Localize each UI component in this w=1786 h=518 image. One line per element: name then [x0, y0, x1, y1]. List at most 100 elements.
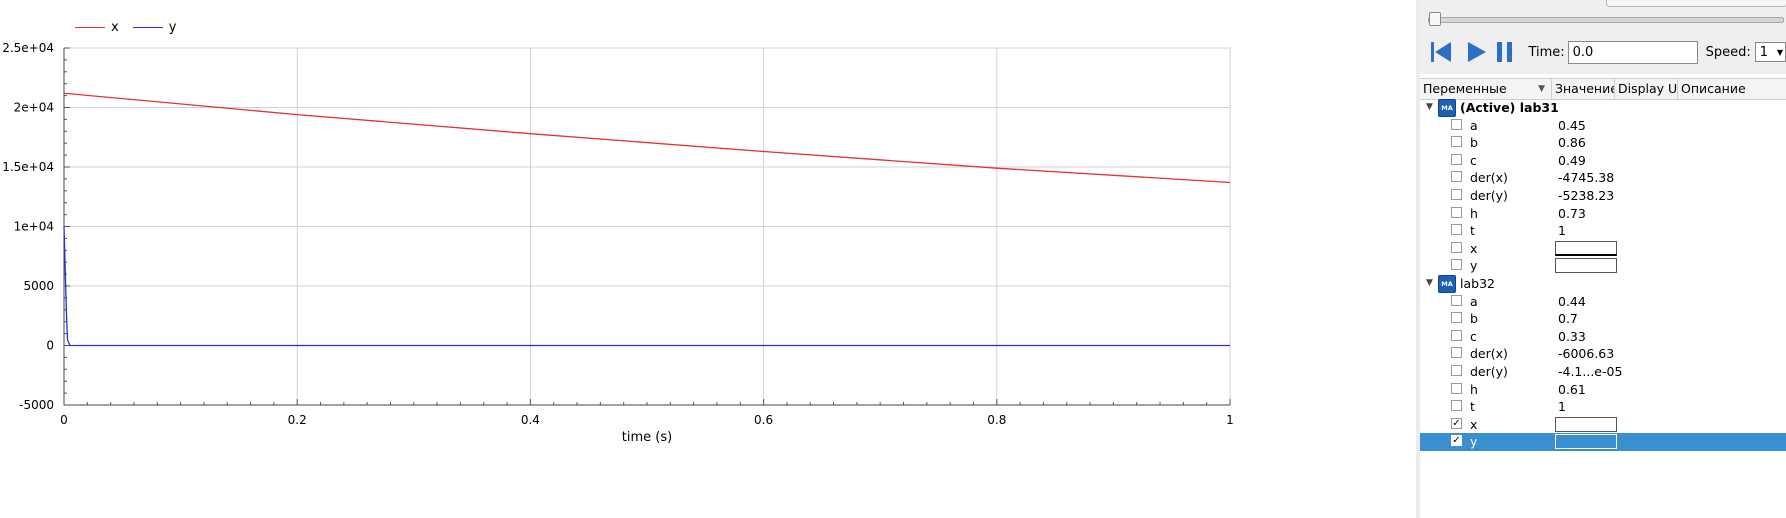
variable-value[interactable]: 1 — [1558, 223, 1566, 239]
series-line-y — [63, 226, 1230, 347]
header-variables-label: Переменные — [1423, 81, 1507, 96]
value-field[interactable] — [1555, 434, 1617, 450]
header-display-unit[interactable]: Display Un — [1615, 79, 1678, 99]
value-field[interactable] — [1555, 258, 1617, 274]
variable-value[interactable]: 0.49 — [1558, 152, 1586, 168]
legend-item-x[interactable]: x — [75, 20, 119, 35]
model-row-0[interactable]: ▼ MA (Active) lab31 — [1420, 99, 1786, 117]
speed-combobox[interactable]: 1 ▼ — [1754, 42, 1786, 62]
x-tick-label: 0.2 — [288, 413, 307, 427]
variable-name: b — [1470, 311, 1478, 327]
variable-name: y — [1470, 434, 1478, 450]
variable-value[interactable]: 0.7 — [1558, 311, 1578, 327]
plot-checkbox[interactable] — [1451, 153, 1462, 165]
plot-checkbox[interactable] — [1451, 188, 1462, 200]
variable-row[interactable]: h 0.73 — [1420, 205, 1786, 223]
variable-row[interactable]: der(y) -5238.23 — [1420, 187, 1786, 205]
variable-name: c — [1470, 152, 1477, 168]
variable-value[interactable]: 0.45 — [1558, 117, 1586, 133]
plot-checkbox[interactable] — [1451, 294, 1462, 306]
variable-value[interactable]: 0.73 — [1558, 205, 1586, 221]
variable-row[interactable]: a 0.45 — [1420, 117, 1786, 135]
rewind-button[interactable] — [1428, 37, 1455, 67]
chevron-down-icon: ▼ — [1776, 47, 1784, 57]
variable-row[interactable]: h 0.61 — [1420, 381, 1786, 399]
variable-value[interactable]: 0.61 — [1558, 381, 1586, 397]
plot-checkbox[interactable] — [1451, 171, 1462, 183]
variable-name: der(y) — [1470, 363, 1508, 379]
plot-checkbox[interactable] — [1451, 400, 1462, 412]
variable-name: h — [1470, 205, 1478, 221]
variable-row[interactable]: c 0.33 — [1420, 328, 1786, 346]
y-tick-label: 2e+04 — [14, 101, 54, 115]
variable-value[interactable]: 0.86 — [1558, 135, 1586, 151]
variable-row[interactable]: a 0.44 — [1420, 293, 1786, 311]
legend-label-x: x — [111, 20, 119, 35]
plot-checkbox[interactable]: ✓ — [1451, 435, 1462, 447]
variable-row[interactable]: der(x) -4745.38 — [1420, 169, 1786, 187]
plot-checkbox[interactable] — [1451, 382, 1462, 394]
plot-checkbox[interactable]: ✓ — [1451, 417, 1462, 429]
variables-pane: Time: Speed: 1 ▼ Переменные ▼ Значение D… — [1420, 0, 1786, 518]
y-tick-label: 5000 — [23, 279, 54, 293]
expand-arrow-icon[interactable]: ▼ — [1426, 277, 1433, 288]
play-icon — [1468, 42, 1487, 62]
variable-row[interactable]: b 0.7 — [1420, 310, 1786, 328]
legend-swatch-y — [132, 27, 163, 28]
pause-button[interactable] — [1492, 37, 1519, 67]
variable-row[interactable]: c 0.49 — [1420, 152, 1786, 170]
value-field[interactable] — [1555, 416, 1617, 432]
plot-pane[interactable]: x y 2.5e+04 2e+04 1.5e+04 1e+04 5000 0 -5000 0 0… — [0, 0, 1417, 518]
model-row-1[interactable]: ▼ MA lab32 — [1420, 274, 1786, 293]
variable-row[interactable]: y — [1420, 257, 1786, 275]
variable-row[interactable]: b 0.86 — [1420, 134, 1786, 152]
variable-name: x — [1470, 416, 1478, 432]
variable-value[interactable]: -5238.23 — [1558, 187, 1615, 203]
header-variables[interactable]: Переменные ▼ — [1420, 79, 1552, 99]
value-field[interactable] — [1555, 240, 1617, 256]
time-label: Time: — [1528, 44, 1565, 60]
plot-checkbox[interactable] — [1451, 364, 1462, 376]
play-button[interactable] — [1463, 37, 1490, 67]
time-slider-handle[interactable] — [1429, 12, 1441, 26]
variable-value[interactable]: 0.44 — [1558, 293, 1586, 309]
header-description[interactable]: Описание — [1678, 79, 1786, 99]
speed-value: 1 — [1759, 44, 1769, 60]
plot-checkbox[interactable] — [1451, 347, 1462, 359]
plot-canvas[interactable]: 2.5e+04 2e+04 1.5e+04 1e+04 5000 0 -5000 0 0.2 0.… — [0, 0, 1416, 518]
x-tick-label: 0.4 — [521, 413, 540, 427]
plot-checkbox[interactable] — [1451, 224, 1462, 236]
plot-checkbox[interactable] — [1451, 329, 1462, 341]
pane-splitter[interactable] — [1416, 0, 1420, 518]
legend-label-y: y — [168, 20, 177, 35]
variable-value[interactable]: 0.33 — [1558, 328, 1586, 344]
plot-checkbox[interactable] — [1451, 259, 1462, 271]
header-description-label: Описание — [1681, 81, 1746, 96]
legend-item-y[interactable]: y — [132, 20, 177, 35]
variable-name: der(y) — [1470, 187, 1508, 203]
plot-checkbox[interactable] — [1451, 136, 1462, 148]
variables-tree: ▼ MA (Active) lab31 a 0.45 b 0.86 c 0.49 der(x) -4… — [1420, 99, 1786, 451]
plot-checkbox[interactable] — [1451, 206, 1462, 218]
plot-checkbox[interactable] — [1451, 118, 1462, 130]
y-tick-label: 0 — [46, 339, 54, 353]
variable-name: c — [1470, 328, 1477, 344]
variable-row[interactable]: ✓ y — [1420, 433, 1786, 451]
expand-arrow-icon[interactable]: ▼ — [1426, 102, 1433, 112]
variable-row[interactable]: x — [1420, 240, 1786, 258]
plot-checkbox[interactable] — [1451, 241, 1462, 253]
variable-row[interactable]: der(y) -4.1...e-05 — [1420, 363, 1786, 381]
variable-row[interactable]: ✓ x — [1420, 416, 1786, 434]
variable-value[interactable]: -4.1...e-05 — [1558, 363, 1623, 379]
variable-value[interactable]: -6006.63 — [1558, 346, 1615, 362]
time-slider[interactable] — [1428, 12, 1784, 26]
variable-value[interactable]: -4745.38 — [1558, 170, 1615, 186]
variable-row[interactable]: der(x) -6006.63 — [1420, 345, 1786, 363]
variable-value[interactable]: 1 — [1558, 399, 1566, 415]
x-tick-label: 1 — [1226, 413, 1234, 427]
plot-checkbox[interactable] — [1451, 312, 1462, 324]
header-value[interactable]: Значение — [1552, 79, 1615, 99]
time-input[interactable] — [1567, 40, 1698, 64]
